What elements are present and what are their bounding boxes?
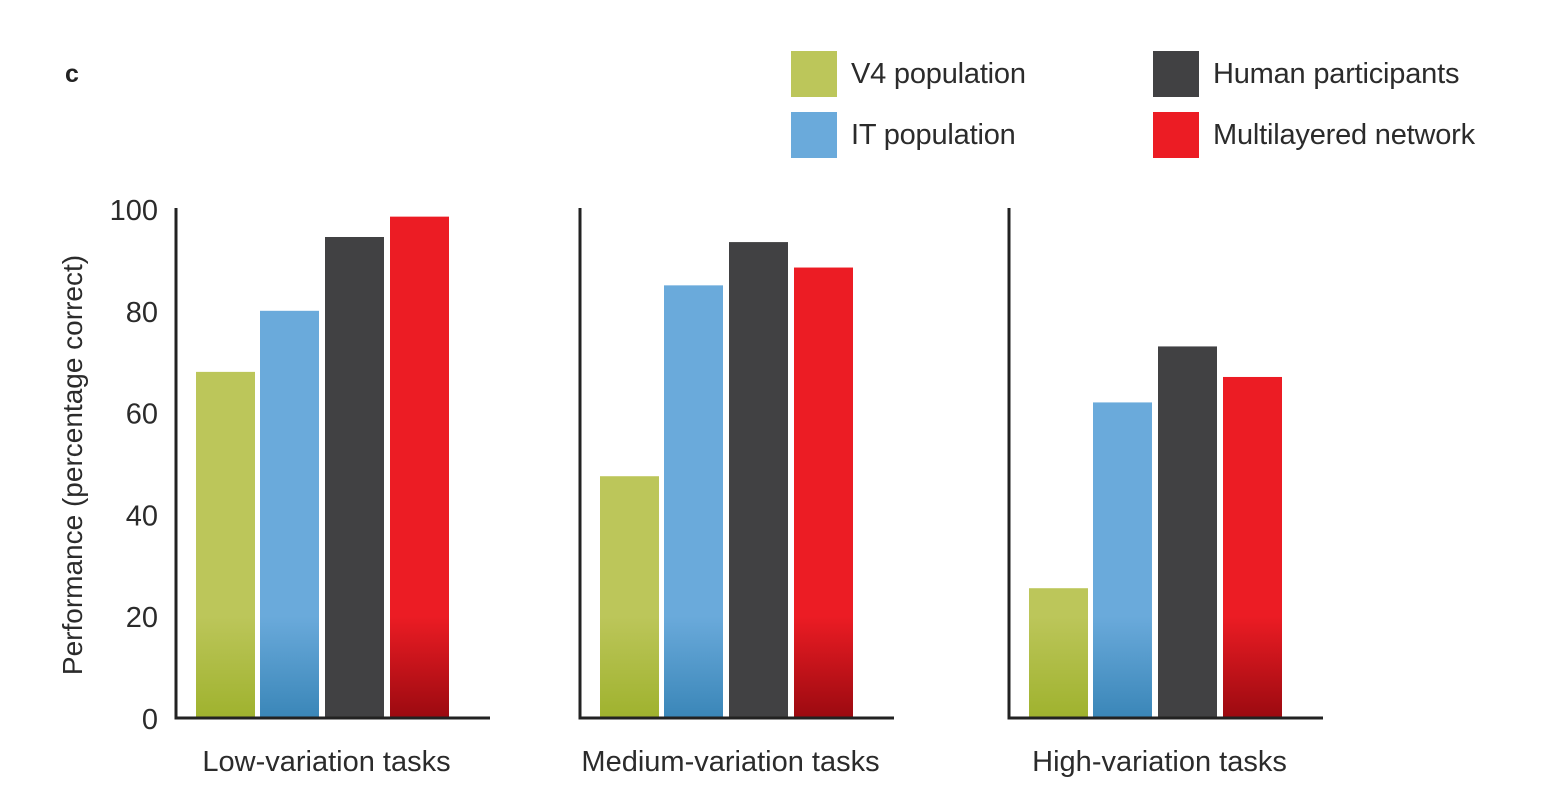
panel-letter: c (65, 60, 79, 88)
y-axis-label: Performance (percentage correct) (57, 255, 88, 675)
legend-item-network: Multilayered network (1153, 112, 1475, 158)
legend-swatch-network (1153, 112, 1199, 158)
y-tick-label: 40 (126, 500, 158, 532)
bar-gradient-v4-population (196, 616, 255, 718)
legend-swatch-v4 (791, 51, 837, 97)
legend-label-v4: V4 population (851, 57, 1026, 90)
bar-gradient-multilayered-network (1223, 616, 1282, 718)
panel-high: High-variation tasks (1007, 208, 1323, 778)
y-axis-ticks: 0 20 40 60 80 100 (110, 195, 158, 736)
bar-gradient-multilayered-network (794, 616, 853, 718)
y-tick-label: 100 (110, 195, 158, 227)
y-tick-label: 0 (142, 704, 158, 736)
legend-item-it: IT population (791, 112, 1016, 158)
bar-gradient-it-population (664, 616, 723, 718)
bar-gradient-human-participants (325, 616, 384, 718)
y-tick-label: 20 (126, 602, 158, 634)
legend-swatch-it (791, 112, 837, 158)
y-tick-label: 80 (126, 297, 158, 329)
bar-gradient-human-participants (1158, 616, 1217, 718)
x-category-label: Low-variation tasks (202, 746, 450, 778)
legend-item-human: Human participants (1153, 51, 1459, 97)
legend-label-human: Human participants (1213, 57, 1460, 90)
panel-low: Low-variation tasks (174, 208, 490, 778)
legend-label-network: Multilayered network (1213, 118, 1475, 151)
bar-gradient-v4-population (1029, 616, 1088, 718)
legend-label-it: IT population (851, 118, 1016, 151)
legend-item-v4: V4 population (791, 51, 1026, 97)
panel-medium: Medium-variation tasks (578, 208, 894, 778)
bar-gradient-multilayered-network (390, 616, 449, 718)
x-category-label: Medium-variation tasks (581, 746, 879, 778)
legend-swatch-human (1153, 51, 1199, 97)
bar-gradient-v4-population (600, 616, 659, 718)
x-category-label: High-variation tasks (1032, 746, 1287, 778)
chart-panels: Low-variation tasks Medium-variation task… (174, 208, 1323, 778)
y-tick-label: 60 (126, 399, 158, 431)
bar-gradient-human-participants (729, 616, 788, 718)
bar-gradient-it-population (260, 616, 319, 718)
bar-gradient-it-population (1093, 616, 1152, 718)
